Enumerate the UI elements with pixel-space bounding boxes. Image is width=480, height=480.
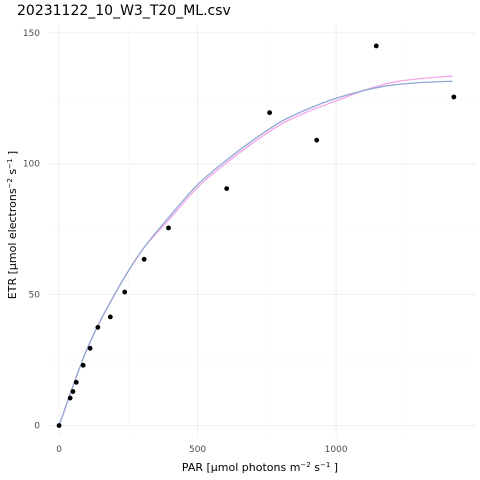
- fit-curve-2: [58, 80, 453, 426]
- fit-curves: [58, 75, 453, 426]
- fit-curve-1: [58, 75, 453, 426]
- y-tick-label: 100: [23, 160, 40, 170]
- y-tick-label: 150: [23, 29, 40, 39]
- y-tick-label: 0: [34, 422, 40, 432]
- data-point: [122, 289, 128, 295]
- data-point: [87, 345, 93, 351]
- data-point: [224, 186, 230, 192]
- data-point: [56, 423, 62, 428]
- x-tick-label: 500: [189, 445, 206, 455]
- major-gridlines: [48, 25, 476, 436]
- data-point: [73, 379, 79, 385]
- data-point: [141, 256, 147, 262]
- y-axis-ticks: 0 50 100 150: [23, 29, 40, 432]
- x-tick-label: 1000: [325, 445, 348, 455]
- x-axis-title: PAR [µmol photons m−2 s−1 ]: [182, 461, 338, 474]
- data-point: [267, 110, 273, 116]
- data-point: [67, 395, 73, 401]
- data-points: [56, 43, 457, 428]
- data-point: [314, 137, 320, 143]
- y-axis-title: ETR [µmol electrons−2 s−1 ]: [6, 151, 19, 299]
- chart-title: 20231122_10_W3_T20_ML.csv: [17, 3, 231, 19]
- x-axis-ticks: 0 500 1000: [56, 445, 348, 455]
- minor-gridlines: [48, 25, 476, 436]
- data-point: [70, 389, 76, 394]
- x-tick-label: 0: [56, 445, 62, 455]
- y-tick-label: 50: [29, 291, 41, 301]
- data-point: [80, 362, 86, 368]
- data-point: [107, 314, 113, 320]
- data-point: [373, 43, 379, 49]
- data-point: [451, 94, 457, 100]
- data-point: [95, 324, 101, 330]
- data-point: [166, 225, 171, 231]
